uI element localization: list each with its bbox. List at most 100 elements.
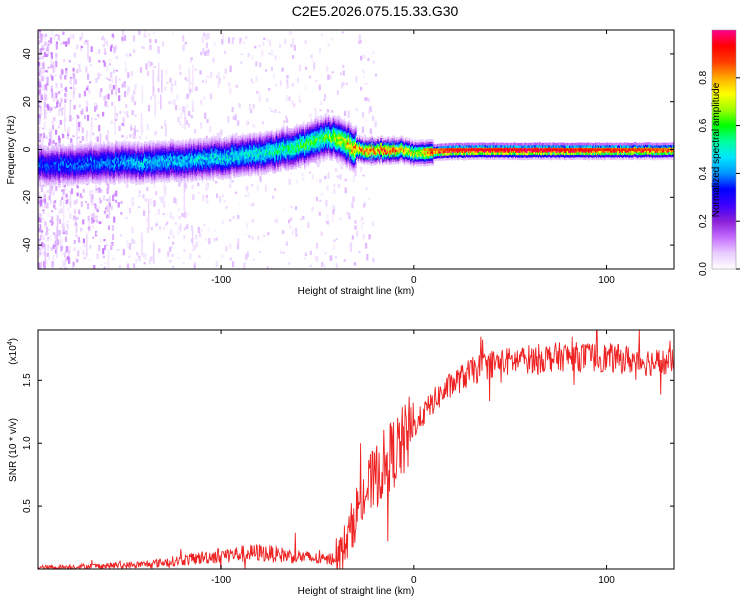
heatmap-cell (77, 149, 80, 153)
heatmap-cell (65, 70, 68, 77)
heatmap-cell (309, 264, 312, 267)
heatmap-cell (192, 165, 194, 168)
heatmap-cell (204, 150, 207, 153)
heatmap-cell (187, 148, 189, 152)
heatmap-cell (45, 184, 48, 187)
heatmap-cell (65, 162, 68, 166)
heatmap-cell (52, 254, 55, 261)
heatmap-cell (160, 174, 162, 178)
heatmap-cell (211, 148, 214, 151)
heatmap-cell (157, 160, 160, 163)
heatmap-cell (71, 154, 74, 157)
heatmap-cell (86, 233, 88, 257)
heatmap-cell (42, 243, 45, 248)
heatmap-cell (326, 185, 329, 191)
heatmap-cell (344, 178, 347, 182)
heatmap-cell (51, 166, 54, 170)
heatmap-cell (158, 140, 161, 144)
heatmap-cell (111, 165, 113, 169)
heatmap-cell (100, 88, 103, 93)
heatmap-cell (221, 253, 224, 259)
heatmap-cell (195, 142, 197, 146)
heatmap-cell (96, 160, 99, 164)
heatmap-cell (38, 157, 40, 161)
heatmap-cell (51, 176, 54, 180)
heatmap-cell (195, 161, 197, 165)
heatmap-cell (203, 162, 206, 165)
heatmap-cell (158, 248, 161, 253)
heatmap-cell (175, 199, 178, 205)
heatmap-cell (161, 155, 163, 158)
heatmap-cell (109, 175, 111, 179)
heatmap-cell (65, 230, 68, 235)
heatmap-cell (205, 154, 208, 157)
heatmap-cell (204, 112, 207, 119)
heatmap-cell (87, 173, 89, 177)
heatmap-cell (288, 96, 291, 101)
heatmap-cell (179, 176, 182, 179)
heatmap-cell (206, 174, 209, 177)
heatmap-cell (168, 151, 170, 154)
heatmap-cell (64, 93, 67, 97)
heatmap-cell (43, 182, 46, 185)
heatmap-cell (141, 142, 143, 146)
heatmap-cell (102, 141, 105, 145)
heatmap-cell (92, 155, 95, 158)
heatmap-cell (226, 150, 229, 153)
heatmap-cell (203, 96, 206, 100)
heatmap-cell (118, 151, 121, 155)
heatmap-cell (234, 114, 237, 121)
heatmap-cell (161, 143, 163, 146)
heatmap-cell (64, 75, 67, 80)
heatmap-cell (184, 148, 187, 152)
heatmap-cell (232, 140, 235, 143)
heatmap-cell (130, 176, 133, 179)
heatmap-cell (87, 180, 89, 184)
heatmap-cell (73, 208, 76, 214)
heatmap-cell (127, 176, 130, 180)
heatmap-cell (171, 163, 173, 167)
heatmap-cell (160, 146, 162, 149)
heatmap-cell (57, 172, 59, 176)
heatmap-cell (204, 166, 207, 170)
heatmap-cell (350, 242, 353, 248)
heatmap-cell (134, 153, 136, 156)
heatmap-cell (103, 156, 106, 160)
heatmap-cell (99, 133, 102, 155)
heatmap-cell (107, 148, 109, 152)
heatmap-cell (120, 153, 123, 156)
heatmap-cell (217, 147, 219, 150)
heatmap-cell (139, 67, 143, 73)
heatmap-cell (85, 87, 89, 91)
heatmap-cell (164, 178, 166, 182)
heatmap-cell (64, 172, 66, 176)
heatmap-cell (132, 151, 134, 154)
heatmap-cell (105, 149, 108, 152)
heatmap-cell (134, 135, 137, 139)
heatmap-cell (205, 175, 208, 179)
heatmap-cell (65, 177, 68, 180)
heatmap-cell (201, 172, 204, 175)
heatmap-cell (137, 179, 139, 182)
heatmap-cell (59, 180, 61, 183)
heatmap-cell (68, 183, 71, 186)
heatmap-cell (215, 143, 217, 146)
heatmap-cell (160, 162, 162, 166)
heatmap-cell (128, 152, 131, 156)
heatmap-cell (126, 90, 129, 95)
heatmap-cell (133, 168, 135, 172)
heatmap-cell (137, 145, 139, 149)
heatmap-cell (39, 113, 42, 116)
heatmap-cell (337, 184, 340, 189)
heatmap-cell (173, 143, 176, 147)
heatmap-cell (144, 177, 146, 180)
heatmap-cell (148, 174, 151, 178)
heatmap-cell (113, 151, 115, 154)
heatmap-cell (60, 42, 63, 45)
heatmap-cell (61, 179, 63, 182)
heatmap-cell (79, 36, 82, 41)
heatmap-cell (38, 174, 40, 178)
heatmap-cell (190, 153, 192, 157)
heatmap-cell (118, 166, 120, 170)
heatmap-cell (42, 160, 45, 164)
